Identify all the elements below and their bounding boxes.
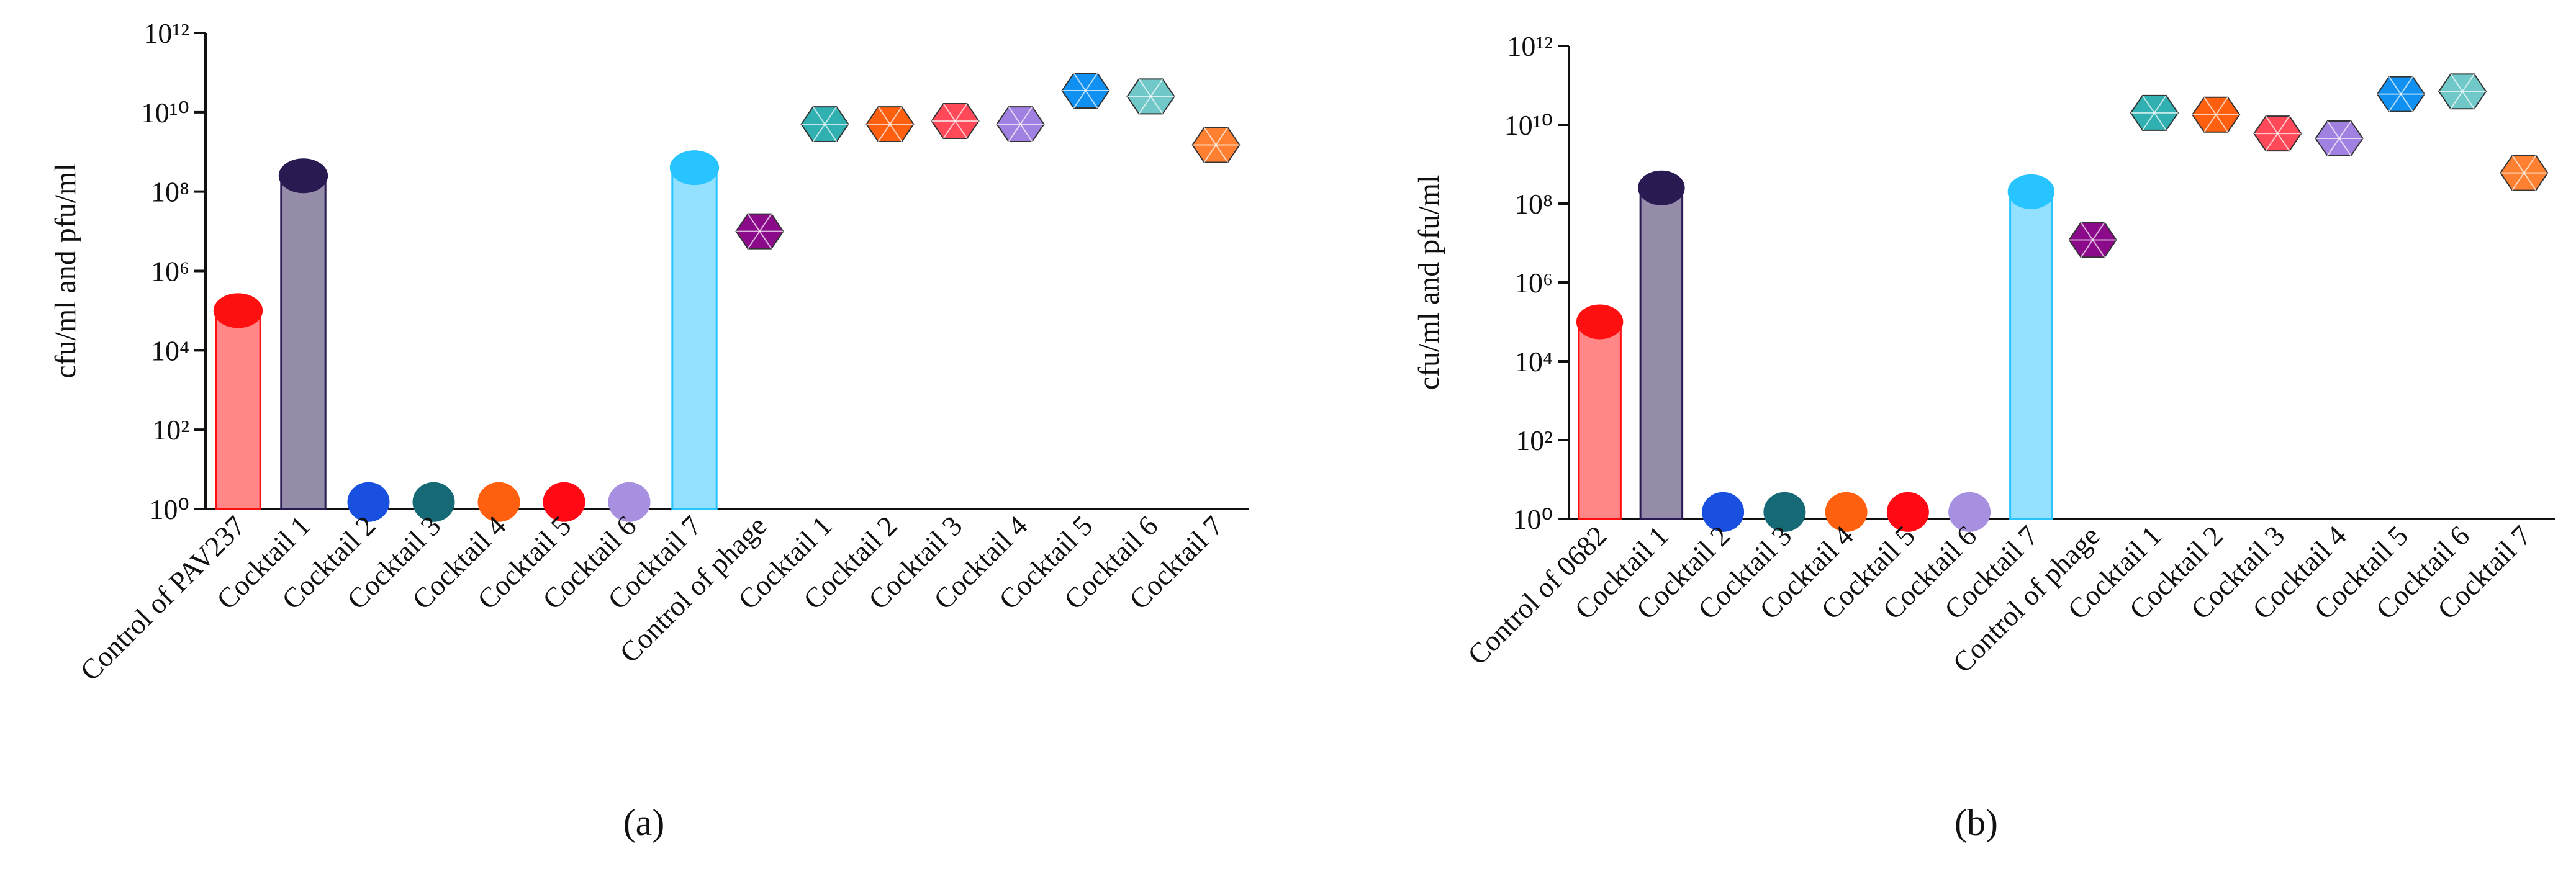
y-axis-label: cfu/ml and pfu/ml (1412, 175, 1445, 390)
chart-panel: 10⁰ 10² 10⁴ 10⁶ 10⁸ 10¹⁰ 10¹² cfu/ml and pfu/ml… (49, 17, 1249, 843)
y-tick-label: 10² (1516, 425, 1553, 456)
dot-marker (608, 482, 651, 522)
hexagon-pattern (1203, 127, 1229, 163)
bar (215, 309, 261, 510)
y-tick-label: 10¹⁰ (1504, 109, 1553, 141)
hexagon-pattern (2080, 222, 2105, 258)
bar-cap (278, 158, 328, 194)
bar-cap (2007, 174, 2055, 209)
y-tick-label: 10¹⁰ (141, 97, 189, 128)
dot-marker (477, 482, 520, 522)
hexagon-pattern (2388, 76, 2413, 112)
hexagon-pattern (942, 103, 968, 139)
bar-cap (213, 293, 263, 328)
bar (280, 174, 327, 510)
hexagon-pattern (1138, 78, 1164, 114)
y-tick-label: 10¹² (1507, 30, 1553, 62)
y-tick-label: 10⁰ (150, 493, 189, 525)
hexagon-pattern (2142, 95, 2167, 131)
bar (1639, 187, 1684, 520)
hexagon-pattern (747, 214, 772, 250)
hexagon-pattern (2203, 97, 2228, 133)
panel-label: (a) (623, 802, 665, 843)
hexagon-pattern (1008, 106, 1033, 142)
panel-label: (b) (1955, 802, 1998, 843)
dot-marker (1702, 492, 1745, 532)
y-axis-label: cfu/ml and pfu/ml (49, 163, 82, 379)
bar (671, 166, 718, 510)
dot-marker (1825, 492, 1868, 532)
bar-cap (1576, 304, 1624, 340)
y-tick-label: 10¹² (143, 17, 189, 49)
hexagon-pattern (877, 106, 903, 142)
y-tick-label: 10⁸ (1514, 188, 1553, 220)
dot-marker (1886, 492, 1929, 532)
bar (1578, 321, 1622, 520)
hexagon-pattern (2511, 155, 2537, 191)
hexagon-pattern (2450, 73, 2475, 109)
hexagon-pattern (2326, 120, 2352, 156)
dot-marker (1948, 492, 1991, 532)
hexagon-pattern (1073, 73, 1098, 109)
y-tick-label: 10⁶ (151, 256, 189, 287)
dot-marker (543, 482, 585, 522)
y-tick-label: 10⁸ (151, 176, 189, 208)
dot-marker (412, 482, 455, 522)
bar-cap (669, 150, 720, 186)
dot-marker (347, 482, 390, 522)
bar-cap (1638, 170, 1685, 205)
bar (2009, 191, 2053, 520)
y-tick-label: 10⁰ (1513, 503, 1553, 535)
chart-panel: 10⁰ 10² 10⁴ 10⁶ 10⁸ 10¹⁰ 10¹² cfu/ml and pfu/ml… (1412, 30, 2555, 843)
y-tick-label: 10⁴ (151, 335, 189, 366)
dot-marker (1763, 492, 1806, 532)
y-tick-label: 10⁶ (1514, 267, 1553, 299)
hexagon-pattern (2265, 115, 2290, 151)
y-tick-label: 10⁴ (1514, 346, 1553, 377)
y-tick-label: 10² (152, 414, 189, 446)
hexagon-pattern (812, 106, 838, 142)
